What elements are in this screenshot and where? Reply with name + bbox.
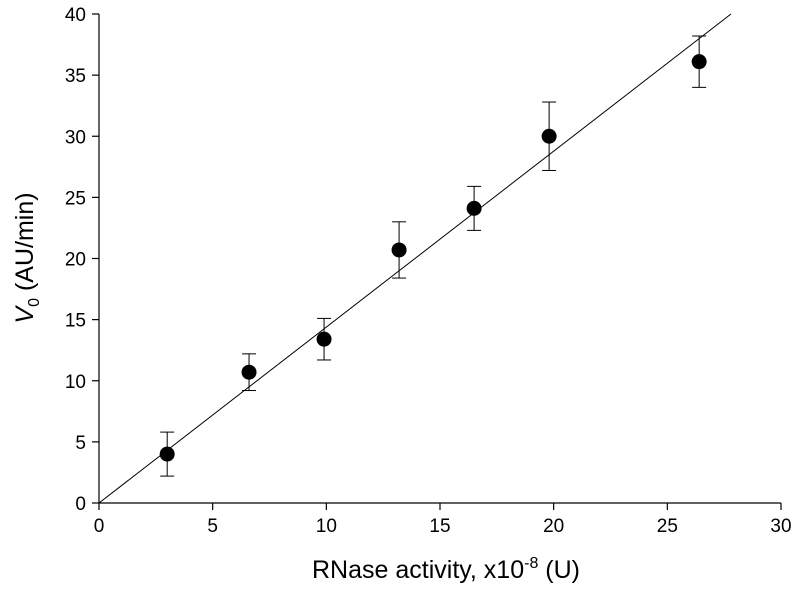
y-tick-label: 15	[65, 311, 86, 332]
data-point	[159, 446, 175, 462]
y-tick-label: 10	[65, 372, 86, 393]
data-point-group	[691, 35, 707, 88]
y-tick-label: 25	[65, 188, 86, 209]
data-point	[691, 54, 707, 70]
fit-line	[98, 13, 732, 504]
data-point-group	[316, 317, 332, 361]
y-tick-label: 35	[65, 66, 86, 87]
data-point-group	[159, 431, 175, 477]
data-point-group	[541, 101, 557, 171]
x-axis-title: RNase activity, x10-8 (U)	[312, 555, 580, 584]
data-point-group	[466, 185, 482, 231]
data-point-group	[241, 353, 257, 392]
data-points	[159, 35, 707, 477]
y-axis-title: V0 (AU/min)	[11, 192, 43, 323]
x-ticks: 0 5 10 15 20 25 30	[94, 503, 792, 537]
y-tick-label: 40	[65, 5, 86, 26]
axes	[98, 14, 781, 504]
y-tick-label: 30	[65, 127, 86, 148]
x-tick-label: 15	[429, 516, 450, 537]
x-tick-label: 10	[316, 516, 337, 537]
data-point	[391, 242, 407, 258]
x-tick-label: 25	[657, 516, 678, 537]
y-ticks: 0 5 10 15 20 25 30 35 40	[65, 5, 99, 515]
x-tick-label: 30	[770, 516, 791, 537]
x-tick-label: 20	[543, 516, 564, 537]
data-point	[316, 331, 332, 347]
y-tick-label: 20	[65, 250, 86, 271]
data-point	[466, 200, 482, 216]
y-tick-label: 0	[75, 494, 86, 515]
x-tick-label: 0	[94, 516, 105, 537]
data-point-group	[391, 221, 407, 279]
fit-line-layer	[98, 13, 732, 504]
data-point	[241, 364, 257, 380]
y-tick-label: 5	[75, 433, 86, 454]
x-tick-label: 5	[207, 516, 218, 537]
data-point	[541, 128, 557, 144]
